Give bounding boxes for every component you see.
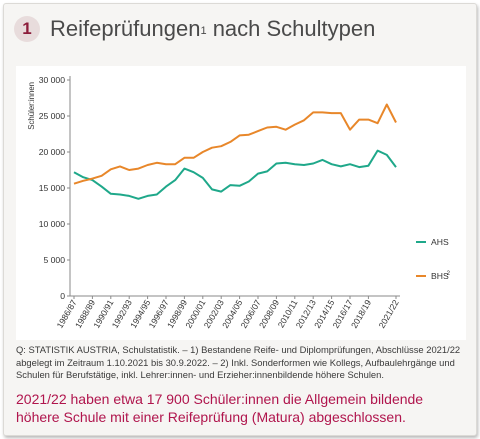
legend-label-bhs: BHS [431, 271, 449, 281]
legend-label-ahs: AHS [431, 237, 449, 247]
y-tick-label: 15 000 [39, 183, 66, 193]
y-tick-label: 25 000 [39, 111, 66, 121]
series-line-bhs [73, 103, 397, 185]
y-tick-label: 5 000 [43, 255, 65, 265]
y-tick-label: 0 [60, 291, 65, 301]
title-rest: nach Schultypen [206, 16, 376, 41]
chart-panel: 0 5 000 10 000 15 000 20 000 25 000 30 000 Schü… [16, 66, 466, 340]
title-footnote-mark: 1 [200, 25, 207, 37]
line-chart: 0 5 000 10 000 15 000 20 000 25 000 30 000Schü… [27, 75, 451, 330]
y-axis-title: Schüler:innen [27, 82, 36, 130]
legend-footnote-mark: 2 [447, 271, 451, 277]
title-main: Reifeprüfungen [50, 16, 201, 41]
figure-number-badge: 1 [14, 16, 40, 42]
conclusion-text: 2021/22 haben etwa 17 900 Schüler:innen … [16, 391, 424, 425]
y-tick-label: 10 000 [39, 219, 66, 229]
y-tick-label: 20 000 [39, 147, 66, 157]
x-tick-label: 2021/22 [377, 298, 401, 330]
source-note: Q: STATISTIK AUSTRIA, Schulstatistik. – … [16, 344, 461, 380]
series-line-ahs [73, 149, 397, 200]
y-tick-label: 30 000 [39, 75, 66, 85]
figure-title: Reifeprüfungen1 nach Schultypen [50, 16, 375, 42]
